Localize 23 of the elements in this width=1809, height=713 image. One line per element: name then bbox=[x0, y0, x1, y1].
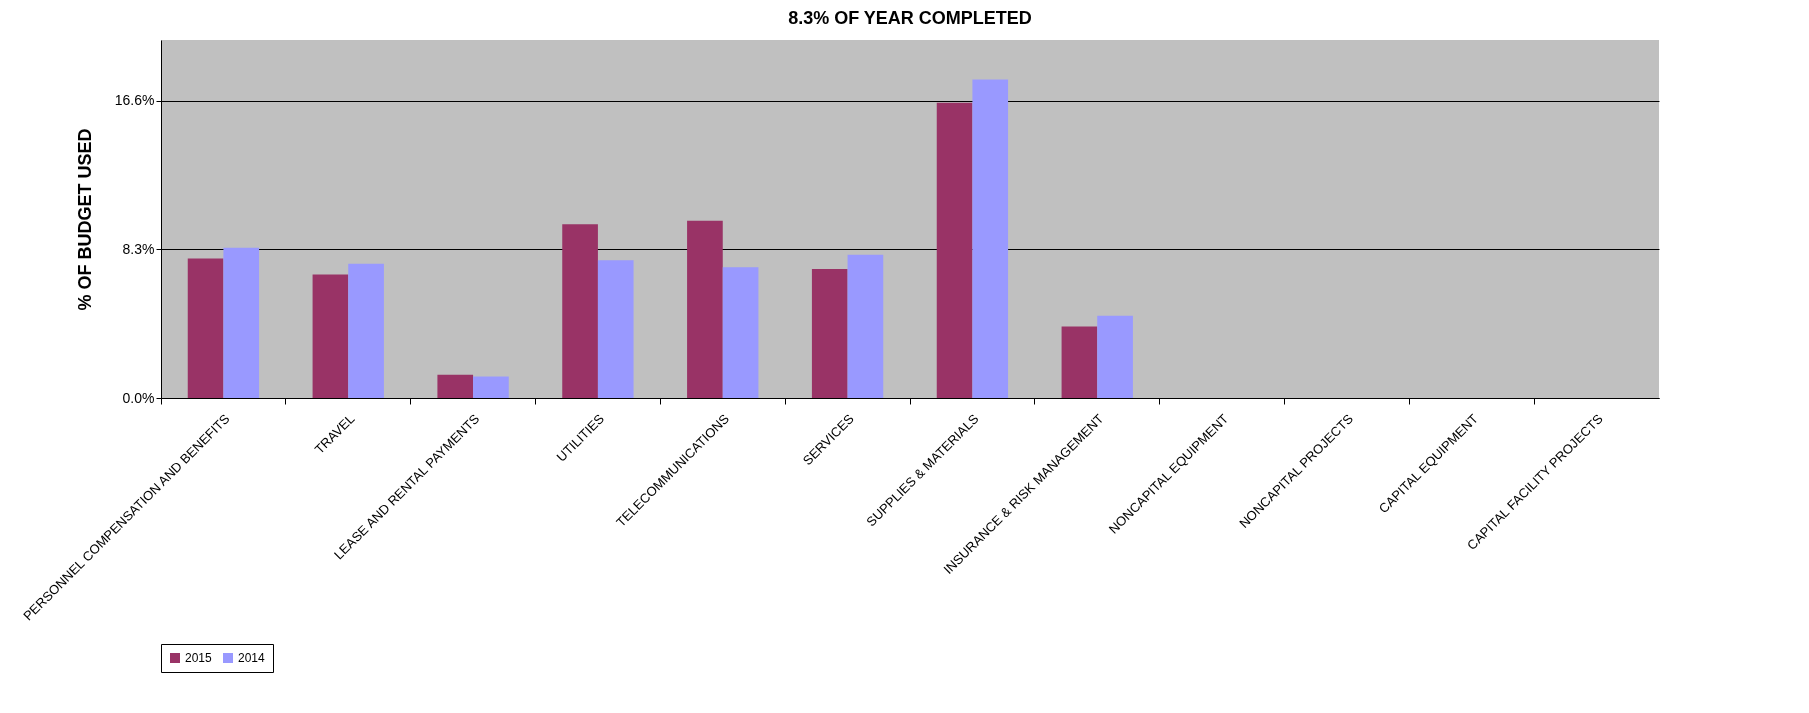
bar bbox=[936, 102, 973, 398]
bar bbox=[473, 376, 509, 398]
bar bbox=[312, 274, 349, 398]
bar bbox=[972, 79, 1009, 398]
bar bbox=[187, 258, 224, 398]
bar bbox=[1097, 315, 1133, 398]
bar bbox=[562, 224, 598, 398]
legend-label: 2014 bbox=[238, 651, 266, 665]
bar bbox=[687, 220, 723, 398]
bar bbox=[722, 267, 759, 398]
y-tick-label: 8.3% bbox=[122, 240, 155, 257]
bar bbox=[1061, 326, 1098, 398]
bar bbox=[437, 374, 474, 398]
bar bbox=[223, 247, 260, 398]
bar bbox=[597, 260, 634, 398]
y-axis-title: % OF BUDGET USED bbox=[74, 128, 95, 311]
legend-label: 2015 bbox=[185, 651, 213, 665]
bar bbox=[811, 269, 848, 398]
bar bbox=[847, 254, 884, 398]
bar bbox=[348, 263, 384, 398]
chart-title: 8.3% OF YEAR COMPLETED bbox=[788, 8, 1032, 28]
y-tick-label: 16.6% bbox=[114, 92, 155, 109]
y-tick-label: 0.0% bbox=[122, 389, 155, 406]
